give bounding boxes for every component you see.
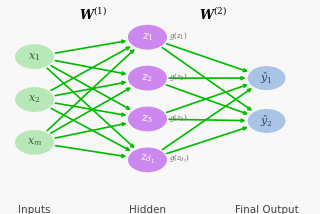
Text: $z_2$: $z_2$ bbox=[141, 72, 154, 84]
Text: $z_1$: $z_1$ bbox=[141, 31, 153, 43]
Text: $z_3$: $z_3$ bbox=[141, 113, 154, 125]
Text: Inputs: Inputs bbox=[18, 205, 51, 214]
Text: $x_m$: $x_m$ bbox=[27, 137, 42, 148]
Text: $g(z_1)$: $g(z_1)$ bbox=[169, 30, 188, 42]
Text: $\hat{y}_2$: $\hat{y}_2$ bbox=[260, 113, 273, 129]
Circle shape bbox=[129, 66, 166, 90]
Text: Final Output: Final Output bbox=[235, 205, 299, 214]
Text: $\hat{y}_1$: $\hat{y}_1$ bbox=[260, 70, 273, 86]
Text: Hidden: Hidden bbox=[129, 205, 166, 214]
Text: $g(z_3)$: $g(z_3)$ bbox=[169, 112, 188, 124]
Circle shape bbox=[248, 67, 285, 89]
Text: $\boldsymbol{W}^{(1)}$: $\boldsymbol{W}^{(1)}$ bbox=[79, 7, 107, 23]
Circle shape bbox=[16, 131, 53, 154]
Circle shape bbox=[248, 110, 285, 132]
Text: $\boldsymbol{W}^{(2)}$: $\boldsymbol{W}^{(2)}$ bbox=[199, 7, 227, 23]
Circle shape bbox=[16, 88, 53, 111]
Circle shape bbox=[129, 107, 166, 131]
Text: $g(z_{d_1})$: $g(z_{d_1})$ bbox=[169, 153, 190, 165]
Text: $x_2$: $x_2$ bbox=[28, 94, 41, 106]
Text: $z_{d_1}$: $z_{d_1}$ bbox=[140, 153, 155, 166]
Circle shape bbox=[16, 45, 53, 68]
Text: $g(z_2)$: $g(z_2)$ bbox=[169, 71, 188, 83]
Text: $x_1$: $x_1$ bbox=[28, 51, 41, 62]
Circle shape bbox=[129, 25, 166, 49]
Circle shape bbox=[129, 148, 166, 172]
